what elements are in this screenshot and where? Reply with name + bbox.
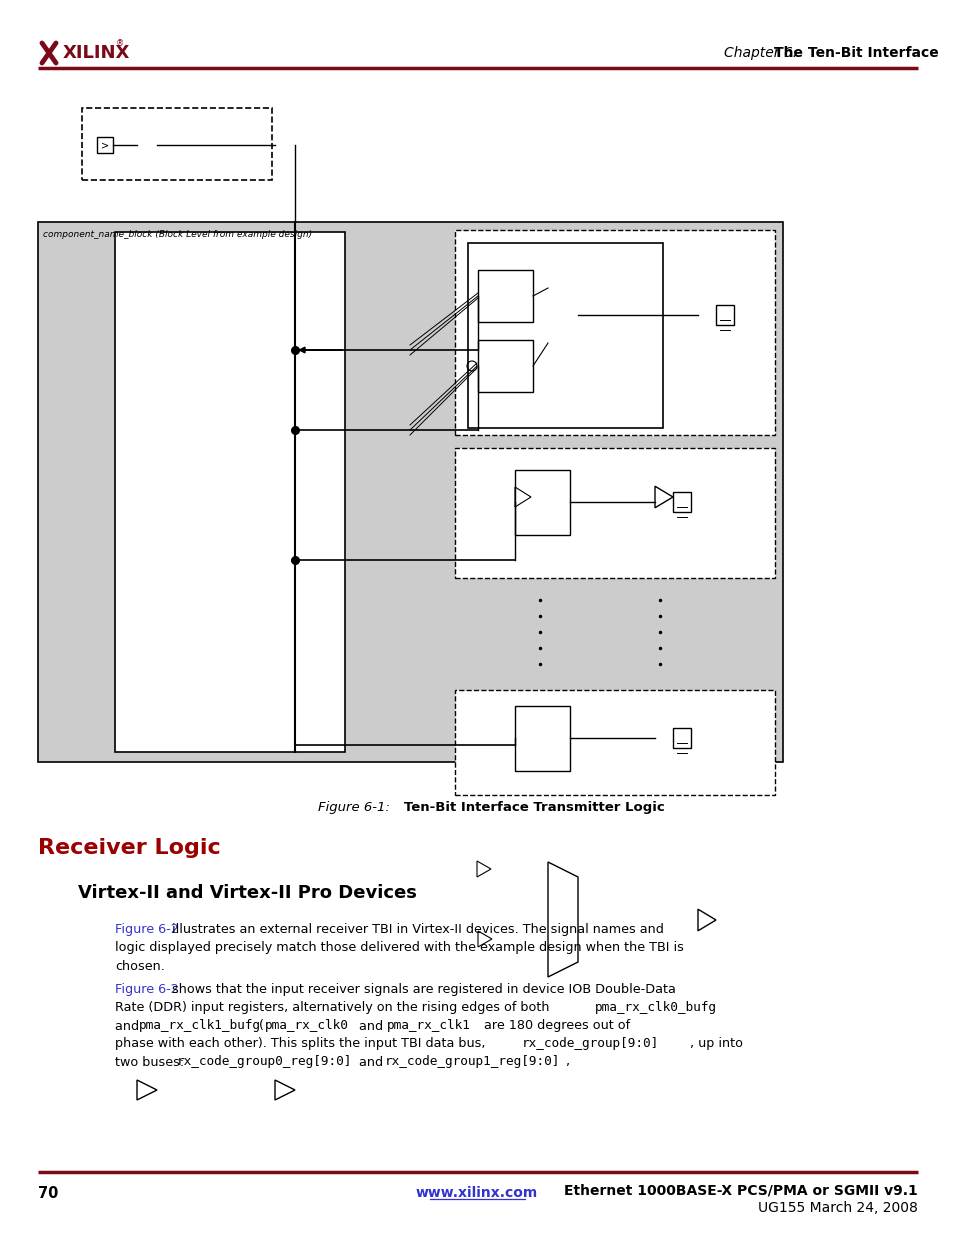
Text: Receiver Logic: Receiver Logic [38,839,220,858]
Text: shows that the input receiver signals are registered in device IOB Double-Data: shows that the input receiver signals ar… [172,983,675,997]
Text: Figure 6-2: Figure 6-2 [115,924,178,936]
Text: Virtex-II and Virtex-II Pro Devices: Virtex-II and Virtex-II Pro Devices [78,884,416,902]
Polygon shape [547,862,578,977]
Text: Figure 6-2: Figure 6-2 [115,983,178,997]
Text: >: > [101,140,109,149]
Text: rx_code_group1_reg[9:0]: rx_code_group1_reg[9:0] [385,1056,559,1068]
Text: and: and [355,1020,387,1032]
Bar [672,492,690,513]
Text: phase with each other). This splits the input TBI data bus,: phase with each other). This splits the … [115,1037,489,1051]
Text: (: ( [254,1020,264,1032]
Text: are 180 degrees out of: are 180 degrees out of [479,1020,630,1032]
Text: pma_rx_clk1: pma_rx_clk1 [387,1020,471,1032]
Text: The Ten-Bit Interface: The Ten-Bit Interface [773,46,938,61]
Bar [97,137,112,153]
Bar [716,305,733,325]
Bar [115,232,345,752]
Text: Rate (DDR) input registers, alternatively on the rising edges of both: Rate (DDR) input registers, alternativel… [115,1002,553,1014]
Bar [455,448,774,578]
Text: ®: ® [116,40,124,48]
Text: and: and [355,1056,387,1068]
Text: two buses:: two buses: [115,1056,188,1068]
Text: XILINX: XILINX [63,44,131,62]
Text: pma_rx_clk0_bufg: pma_rx_clk0_bufg [595,1002,717,1014]
Text: Figure 6-1:: Figure 6-1: [317,802,390,815]
Bar [672,727,690,748]
Text: chosen.: chosen. [115,960,165,972]
Bar [515,471,569,535]
Bar [455,690,774,795]
Text: 70: 70 [38,1186,58,1200]
Bar [455,230,774,435]
Bar [477,340,533,391]
Bar [515,706,569,771]
Text: component_name_block (Block Level from example design): component_name_block (Block Level from e… [43,230,312,240]
Text: and: and [115,1020,143,1032]
Text: Ten-Bit Interface Transmitter Logic: Ten-Bit Interface Transmitter Logic [390,802,664,815]
Text: rx_code_group[9:0]: rx_code_group[9:0] [521,1037,659,1051]
Text: pma_rx_clk0: pma_rx_clk0 [265,1020,349,1032]
Text: pma_rx_clk1_bufg: pma_rx_clk1_bufg [139,1020,261,1032]
Text: www.xilinx.com: www.xilinx.com [416,1186,537,1200]
Text: ,: , [564,1056,569,1068]
Bar [38,222,782,762]
Bar [468,243,662,429]
Text: illustrates an external receiver TBI in Virtex-II devices. The signal names and: illustrates an external receiver TBI in … [172,924,663,936]
Text: Ethernet 1000BASE-X PCS/PMA or SGMII v9.1: Ethernet 1000BASE-X PCS/PMA or SGMII v9.… [563,1184,917,1198]
Text: rx_code_group0_reg[9:0]: rx_code_group0_reg[9:0] [177,1056,352,1068]
Text: , up into: , up into [689,1037,742,1051]
Bar [82,107,272,180]
Text: logic displayed precisely match those delivered with the example design when the: logic displayed precisely match those de… [115,941,683,955]
Text: UG155 March 24, 2008: UG155 March 24, 2008 [758,1200,917,1215]
Text: Chapter 6:: Chapter 6: [723,46,805,61]
Bar [477,270,533,322]
